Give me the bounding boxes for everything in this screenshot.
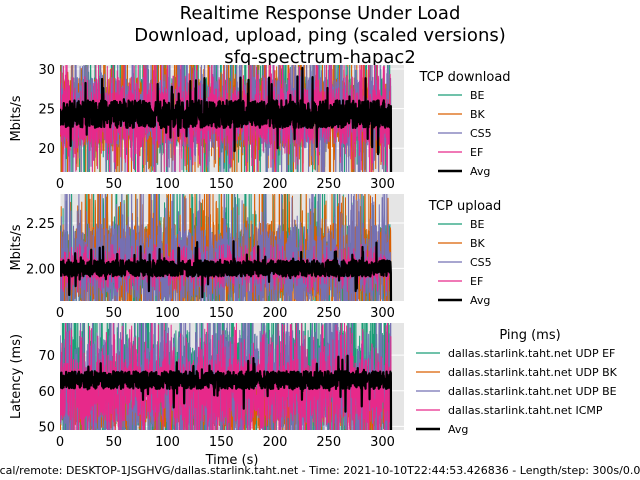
x-tick-label: 300 [370, 306, 395, 321]
legend-entry: Avg [470, 294, 490, 307]
chart-title-line-3: sfq-spectrum-hapac2 [224, 47, 416, 68]
chart-title-line-2: Download, upload, ping (scaled versions) [134, 25, 506, 46]
legend-entry: BK [470, 108, 486, 121]
x-tick-label: 300 [370, 435, 395, 450]
y-axis-label: Mbits/s [9, 224, 24, 270]
legend-entry: EF [470, 275, 483, 288]
download-panel: 0 50 100 150 200 250 300 20 25 30 Mbits/s [9, 63, 404, 192]
legend-entry: CS5 [470, 127, 492, 140]
y-tick-label: 20 [38, 142, 55, 157]
x-tick-label: 100 [155, 306, 180, 321]
series-line-avg [60, 354, 393, 430]
x-tick-label: 300 [370, 177, 395, 192]
x-tick-label: 250 [316, 306, 341, 321]
legend-entry: Avg [448, 423, 468, 436]
x-tick-label: 200 [263, 306, 288, 321]
legend-entry: Avg [470, 165, 490, 178]
y-tick-label: 2.00 [26, 262, 55, 277]
series-line-avg [60, 66, 393, 172]
legend-entry: BK [470, 237, 486, 250]
series-line-avg [60, 240, 393, 301]
legend-entry: CS5 [470, 256, 492, 269]
x-tick-label: 0 [56, 306, 64, 321]
y-tick-label: 70 [38, 349, 55, 364]
legend-entry: dallas.starlink.taht.net ICMP [448, 404, 603, 417]
legend-entry: EF [470, 146, 483, 159]
chart-title-line-1: Realtime Response Under Load [180, 3, 461, 24]
y-tick-label: 30 [38, 63, 55, 78]
ping-legend: Ping (ms) dallas.starlink.taht.net UDP EF… [416, 328, 618, 436]
x-tick-label: 150 [209, 306, 234, 321]
x-tick-label: 50 [105, 435, 122, 450]
x-tick-label: 100 [155, 177, 180, 192]
x-tick-label: 0 [56, 435, 64, 450]
y-axis-label: Latency (ms) [9, 334, 24, 419]
x-tick-label: 50 [105, 306, 122, 321]
upload-legend: TCP upload BE BK CS5 EF Avg [428, 199, 502, 307]
y-tick-label: 2.25 [26, 217, 55, 232]
x-tick-label: 250 [316, 435, 341, 450]
download-legend: TCP download BE BK CS5 EF Avg [418, 70, 510, 178]
legend-entry: BE [470, 89, 485, 102]
y-tick-label: 60 [38, 385, 55, 400]
y-tick-label: 25 [38, 103, 55, 118]
x-tick-label: 200 [263, 177, 288, 192]
legend-entry: BE [470, 218, 485, 231]
x-tick-label: 150 [209, 177, 234, 192]
x-tick-label: 200 [263, 435, 288, 450]
x-tick-label: 250 [316, 177, 341, 192]
x-tick-label: 100 [155, 435, 180, 450]
y-axis-label: Mbits/s [9, 95, 24, 141]
legend-title: TCP download [418, 70, 510, 85]
x-tick-label: 150 [209, 435, 234, 450]
legend-title: TCP upload [428, 199, 502, 214]
x-tick-label: 50 [105, 177, 122, 192]
x-axis-label: Time (s) [205, 453, 259, 468]
legend-entry: dallas.starlink.taht.net UDP EF [448, 347, 615, 360]
chart-footer: Local/remote: DESKTOP-1JSGHVG/dallas.sta… [0, 464, 640, 477]
legend-title: Ping (ms) [499, 328, 560, 343]
legend-entry: dallas.starlink.taht.net UDP BE [448, 385, 617, 398]
x-tick-label: 0 [56, 177, 64, 192]
y-tick-label: 50 [38, 420, 55, 435]
legend-entry: dallas.starlink.taht.net UDP BK [448, 366, 618, 379]
